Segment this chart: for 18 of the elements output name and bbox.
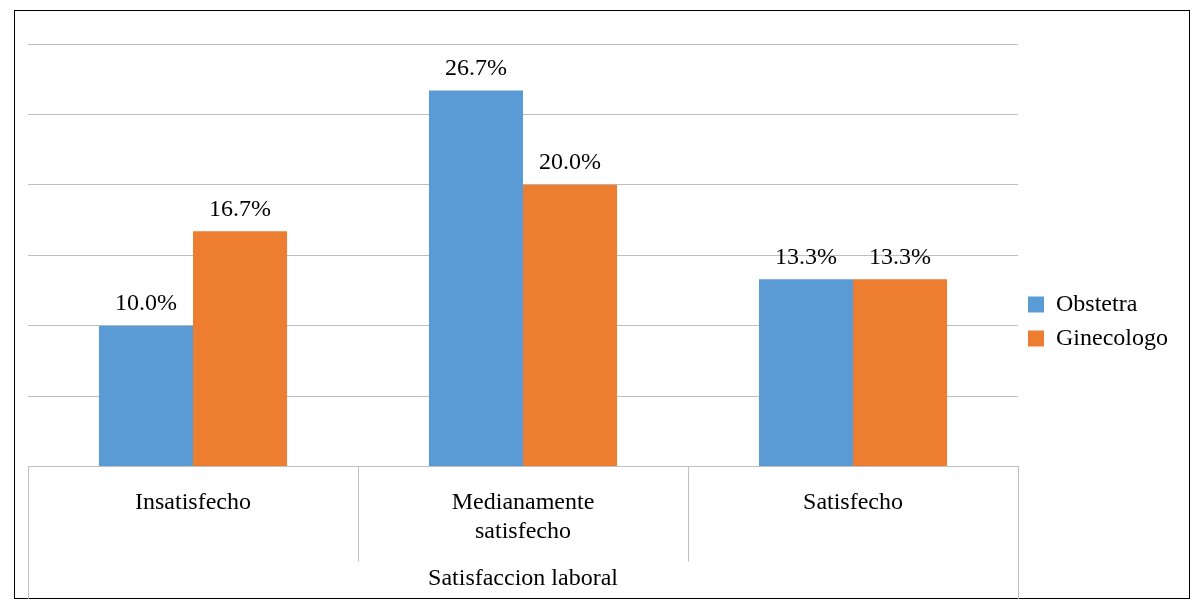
data-label: 13.3% [869, 242, 932, 269]
bar [193, 231, 288, 467]
bar [523, 184, 618, 467]
x-tick-label: Medianamente satisfecho [451, 488, 595, 544]
x-tick-label: Satisfecho [803, 488, 904, 515]
data-label: 13.3% [775, 242, 837, 269]
legend-label: Ginecologo [1056, 323, 1169, 350]
x-tick-label: Insatisfecho [135, 488, 251, 515]
data-label: 10.0% [114, 289, 177, 316]
bar [758, 279, 854, 467]
bar [428, 90, 524, 467]
bar [853, 279, 948, 467]
data-label: 20.0% [539, 148, 602, 175]
data-label: 26.7% [444, 53, 507, 80]
data-label: 16.7% [209, 194, 272, 221]
x-axis-title: Satisfaccion laboral [428, 563, 619, 590]
legend-label: Obstetra [1056, 289, 1138, 316]
bar [98, 325, 194, 467]
